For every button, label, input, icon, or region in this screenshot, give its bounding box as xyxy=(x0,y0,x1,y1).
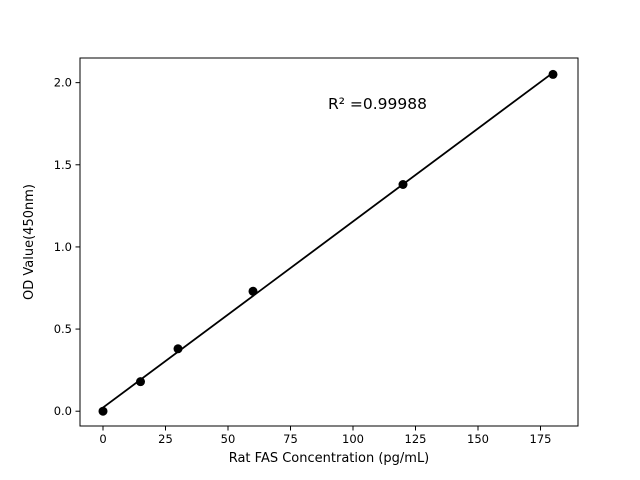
x-tick-label: 175 xyxy=(530,432,552,446)
y-tick-label: 0.0 xyxy=(54,404,72,418)
x-tick-label: 0 xyxy=(99,432,106,446)
plot-border xyxy=(79,57,579,427)
x-axis: 0 25 50 75 100 125 150 175 xyxy=(99,426,551,446)
data-point xyxy=(136,377,145,387)
x-tick-label: 150 xyxy=(467,432,489,446)
data-point xyxy=(248,286,258,296)
fit-line xyxy=(102,71,554,409)
x-tick-label: 100 xyxy=(342,432,364,446)
y-tick-label: 2.0 xyxy=(54,76,72,90)
y-tick-label: 1.5 xyxy=(54,158,72,172)
y-axis: 0.0 0.5 1.0 1.5 2.0 xyxy=(54,76,80,418)
x-tick-label: 50 xyxy=(221,432,236,446)
data-point xyxy=(98,406,108,416)
data-series xyxy=(98,69,558,416)
y-tick-label: 0.5 xyxy=(54,322,72,336)
data-point xyxy=(173,344,183,354)
y-axis-label: OD Value(450nm) xyxy=(22,184,37,300)
data-point xyxy=(548,69,558,79)
x-tick-label: 125 xyxy=(405,432,427,446)
r-squared-annotation: R² =0.99988 xyxy=(328,95,427,113)
y-tick-label: 1.0 xyxy=(54,240,72,254)
x-axis-label: Rat FAS Concentration (pg/mL) xyxy=(229,451,430,466)
x-tick-label: 25 xyxy=(158,432,173,446)
x-tick-label: 75 xyxy=(283,432,298,446)
data-point xyxy=(398,180,408,189)
